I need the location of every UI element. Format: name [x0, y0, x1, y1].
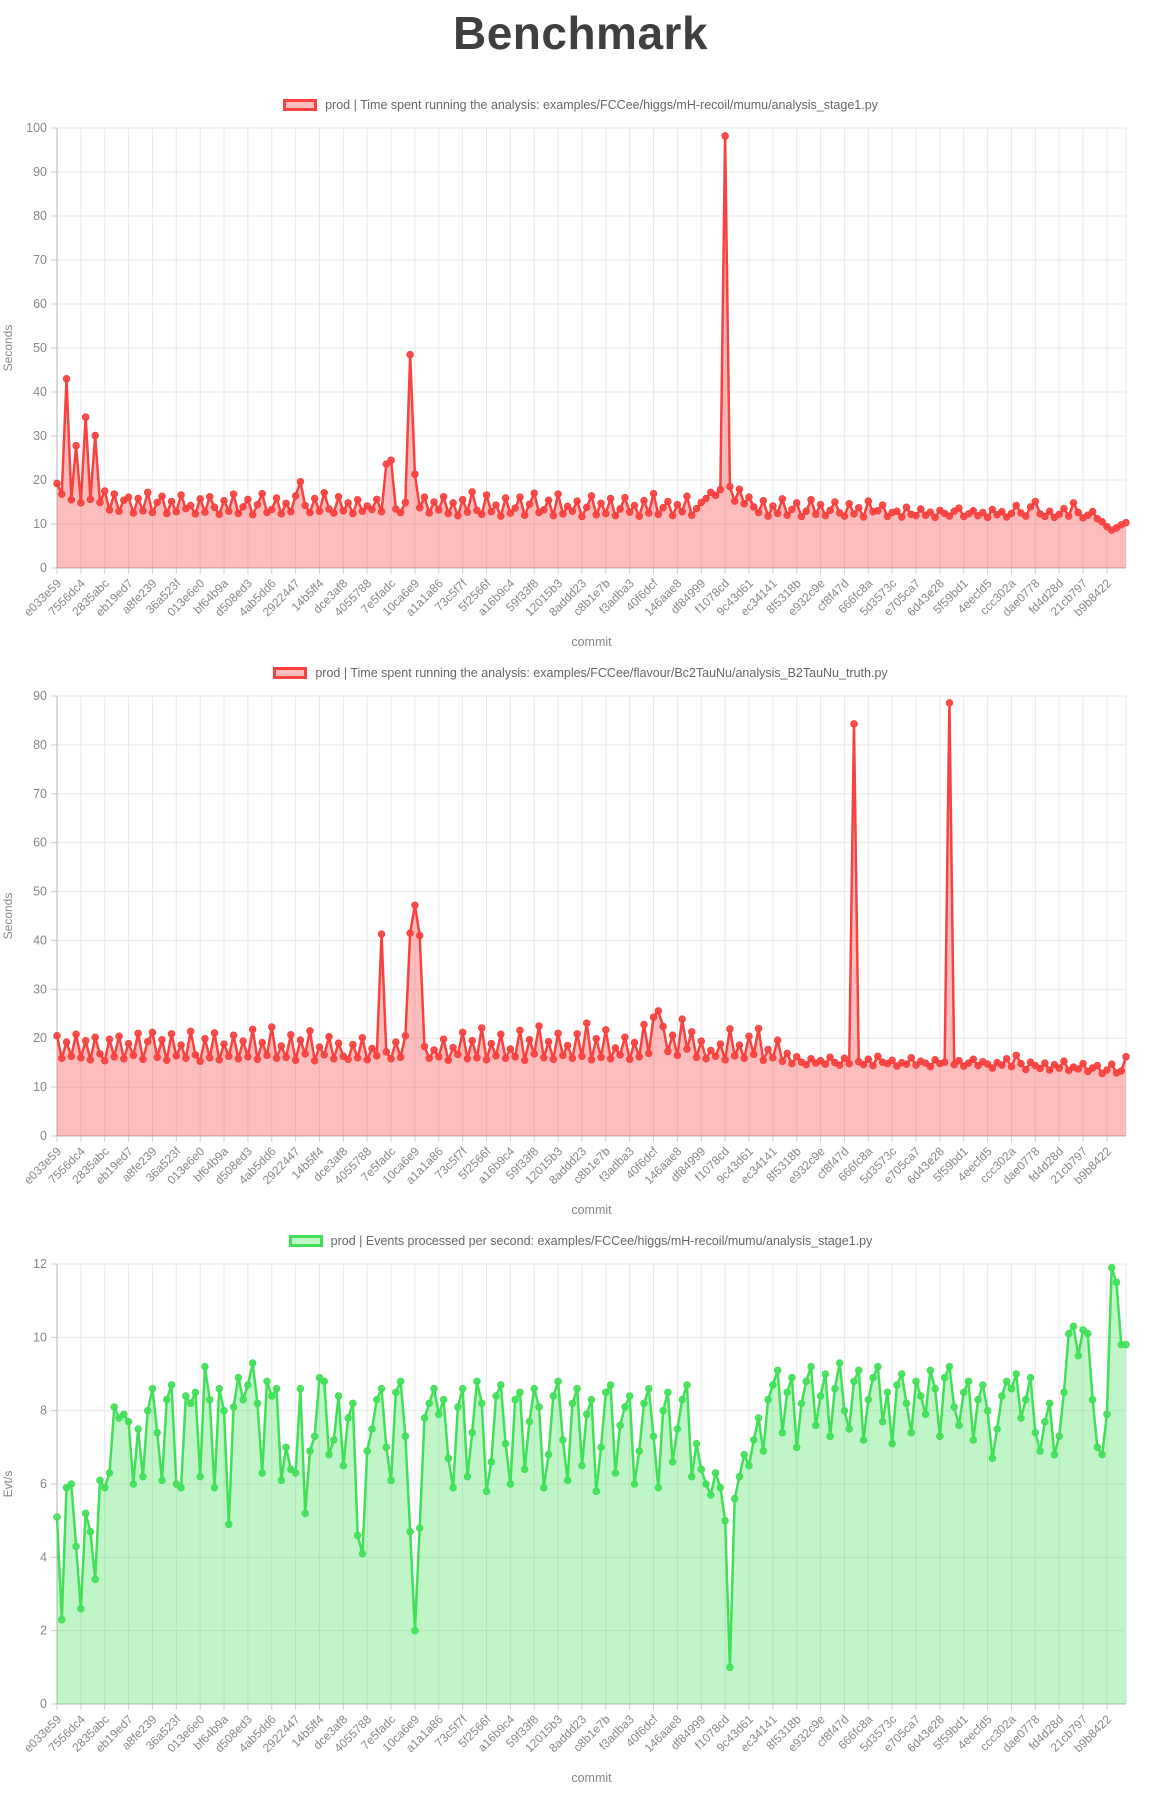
svg-text:6: 6: [40, 1477, 47, 1491]
svg-text:10: 10: [33, 1080, 47, 1094]
legend-label-3: prod | Events processed per second: exam…: [330, 1234, 873, 1248]
svg-text:10: 10: [33, 517, 47, 531]
svg-text:4: 4: [40, 1550, 47, 1564]
y-axis-title: Evt/s: [1, 1471, 15, 1498]
x-axis-title: commit: [571, 1203, 612, 1217]
axes: [51, 695, 1127, 1142]
series-area: [57, 702, 1126, 1136]
legend-swatch-3: [288, 1235, 323, 1247]
svg-text:80: 80: [33, 209, 47, 223]
x-axis-title: commit: [571, 1771, 612, 1785]
series-area: [57, 135, 1126, 569]
svg-text:0: 0: [40, 1697, 47, 1711]
svg-text:12: 12: [33, 1257, 47, 1271]
svg-text:0: 0: [40, 1129, 47, 1143]
chart-canvas-time-mumu[interactable]: 0102030405060708090100e033e597556dc42835…: [0, 116, 1161, 656]
chart-legend-1[interactable]: prod | Time spent running the analysis: …: [0, 94, 1161, 116]
svg-text:20: 20: [33, 473, 47, 487]
svg-text:60: 60: [33, 297, 47, 311]
svg-text:90: 90: [33, 165, 47, 179]
series-points: [53, 699, 1130, 1078]
svg-text:50: 50: [33, 341, 47, 355]
chart-canvas-time-bc2taunu[interactable]: 0102030405060708090e033e597556dc42835abc…: [0, 684, 1161, 1224]
series-line: [55, 701, 1128, 1075]
series-points: [53, 1263, 1130, 1672]
svg-text:20: 20: [33, 1031, 47, 1045]
legend-swatch-1: [283, 99, 318, 111]
svg-text:100: 100: [26, 121, 47, 135]
svg-text:30: 30: [33, 429, 47, 443]
benchmark-page: Benchmark prod | Time spent running the …: [0, 6, 1161, 1792]
chart-legend-2[interactable]: prod | Time spent running the analysis: …: [0, 662, 1161, 684]
series-line: [55, 134, 1127, 532]
series-points: [53, 132, 1130, 534]
svg-text:30: 30: [33, 982, 47, 996]
chart-canvas-events-mumu[interactable]: 024681012e033e597556dc42835abceb19ed7a8f…: [0, 1252, 1161, 1792]
svg-text:0: 0: [40, 561, 47, 575]
axes: [51, 127, 1127, 574]
page-title: Benchmark: [452, 7, 709, 59]
y-axis-title: Seconds: [1, 325, 15, 372]
time-chart-bc2taunu-section: prod | Time spent running the analysis: …: [0, 662, 1161, 1224]
svg-text:40: 40: [33, 385, 47, 399]
svg-text:2: 2: [40, 1624, 47, 1638]
svg-text:60: 60: [33, 836, 47, 850]
svg-text:70: 70: [33, 787, 47, 801]
svg-text:40: 40: [33, 933, 47, 947]
svg-text:8: 8: [40, 1404, 47, 1418]
svg-text:80: 80: [33, 738, 47, 752]
svg-text:50: 50: [33, 885, 47, 899]
chart-legend-3[interactable]: prod | Events processed per second: exam…: [0, 1230, 1161, 1252]
y-axis-title: Seconds: [1, 893, 15, 940]
legend-swatch-2: [273, 667, 308, 679]
svg-text:70: 70: [33, 253, 47, 267]
legend-label-1: prod | Time spent running the analysis: …: [325, 98, 878, 112]
axes: [51, 1263, 1127, 1710]
x-axis-title: commit: [571, 635, 612, 649]
time-chart-mumu-section: prod | Time spent running the analysis: …: [0, 94, 1161, 656]
svg-text:90: 90: [33, 689, 47, 703]
legend-label-2: prod | Time spent running the analysis: …: [315, 666, 888, 680]
events-chart-mumu-section: prod | Events processed per second: exam…: [0, 1230, 1161, 1792]
svg-text:10: 10: [33, 1330, 47, 1344]
